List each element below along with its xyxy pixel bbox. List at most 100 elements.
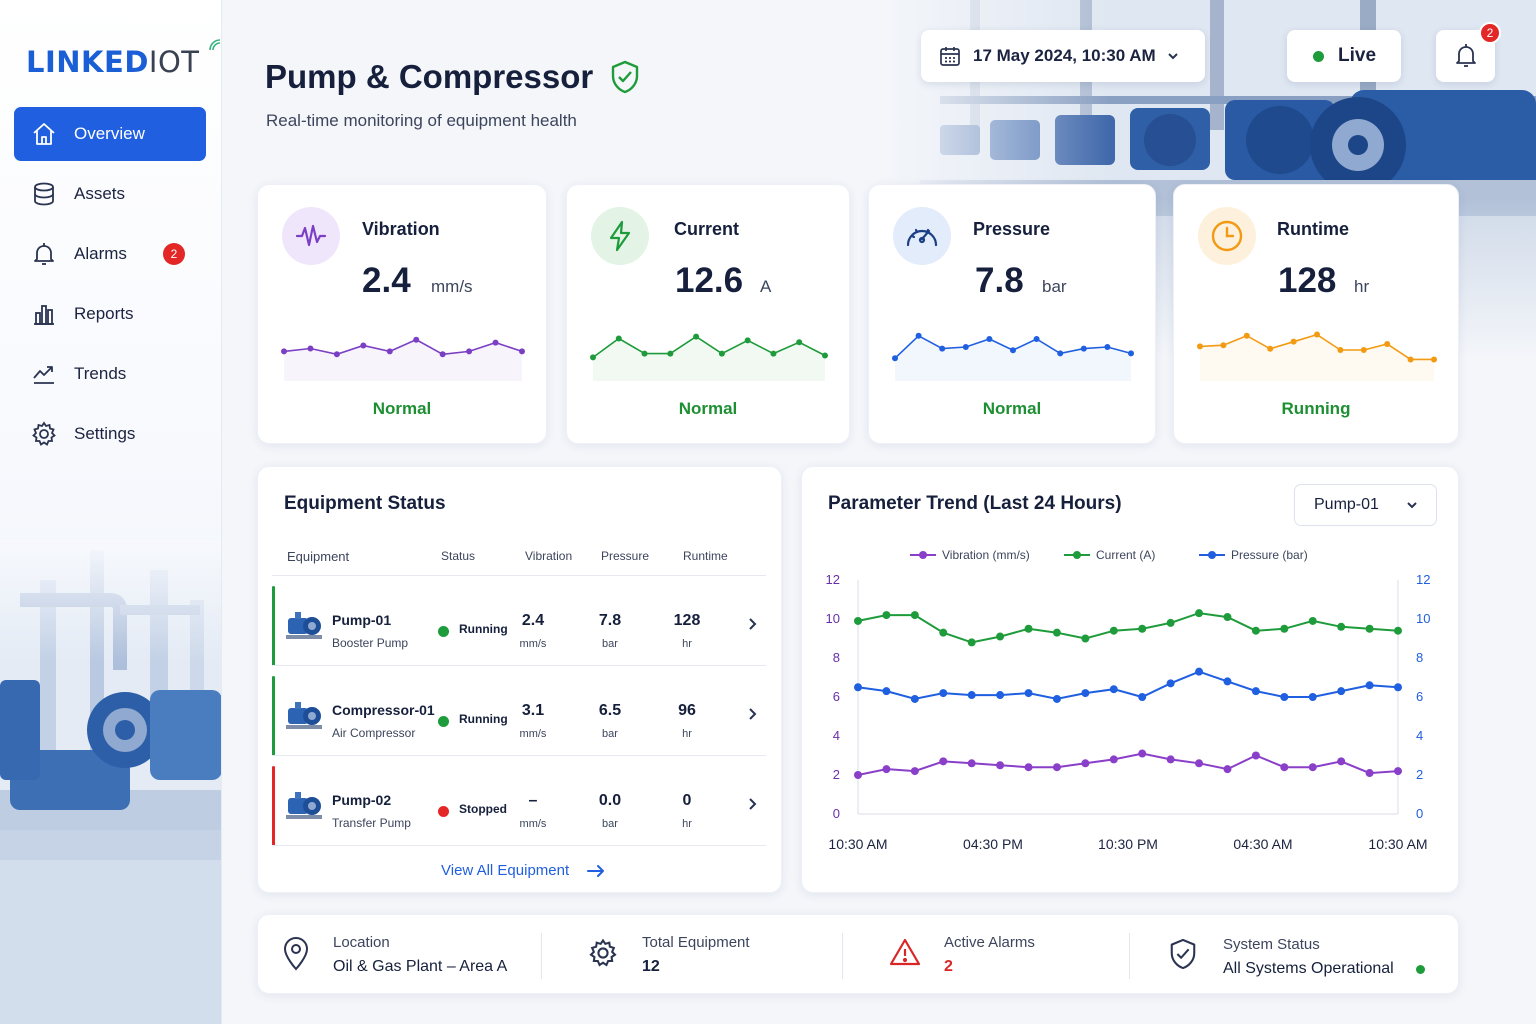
kpi-card-pressure[interactable]: Pressure 7.8 bar Normal [868,184,1156,444]
kpi-card-current[interactable]: Current 12.6 A Normal [566,184,850,444]
series-point [967,691,976,700]
series-point [882,765,891,774]
sparkline-point [641,350,648,357]
status-text: Running [459,622,508,636]
legend-item-vibration[interactable]: Vibration (mm/s) [910,548,1030,562]
equipment-name: Compressor-01 [332,702,435,718]
vibration-value: 3.1 [521,702,545,719]
runtime-value: 128 [673,612,701,629]
sidebar-item-overview[interactable]: Overview [14,107,206,161]
footer-value: 12 [642,958,660,975]
live-label: Live [1338,45,1377,66]
gear-icon [589,938,617,967]
legend-item-pressure[interactable]: Pressure (bar) [1199,548,1308,562]
footer-label: Location [333,934,390,951]
summary-footer: Location Oil & Gas Plant – Area A Total … [257,914,1459,994]
parameter-trend-panel: 0 0 2 2 4 4 6 6 8 8 10 10 12 12 10:30 AM 04:30 PM 10:30 … [801,466,1459,893]
kpi-status: Normal [982,399,1042,418]
sparkline-point [1080,345,1087,352]
view-all-equipment-link[interactable]: View All Equipment [441,862,605,879]
legend-swatch [1064,551,1090,559]
waveform-icon [295,224,327,247]
series-point [996,691,1005,700]
series-point [1394,626,1402,635]
sidebar-item-reports[interactable]: Reports [14,287,206,341]
compressor-icon [286,702,322,729]
series-point [1251,626,1260,635]
series-point [1223,765,1232,774]
sparkline-point [962,344,969,350]
column-header: Vibration [525,549,573,563]
table-row[interactable]: Pump-02 Transfer Pump Stopped – mm/s 0.0… [272,766,766,846]
equipment-type: Air Compressor [332,726,416,740]
series-point [882,611,891,620]
sparkline-point [333,351,340,358]
sparkline-point [466,348,473,355]
sparkline-point [770,350,777,357]
series-point [967,759,976,768]
sparkline-point [667,350,674,357]
legend-swatch [1199,551,1225,559]
footer-total-equipment: Total Equipment 12 [542,915,842,995]
live-status-dot [1313,50,1324,62]
divider [1129,933,1130,979]
series-point [939,628,948,637]
series-point [939,689,948,698]
kpi-card-vibration[interactable]: Vibration 2.4 mm/s Normal [257,184,547,444]
sparkline-point [1197,343,1203,350]
divider [272,755,766,756]
asset-select[interactable]: Pump-01 [1294,484,1437,526]
pressure-value: 0.0 [598,792,622,809]
live-toggle[interactable]: Live [1287,30,1401,82]
sidebar-item-label: Overview [74,124,145,143]
table-row[interactable]: Compressor-01 Air Compressor Running 3.1… [272,676,766,756]
kpi-unit: mm/s [431,277,473,296]
y-tick-label-left: 2 [833,767,840,782]
date-picker-value: 17 May 2024, 10:30 AM [973,46,1156,65]
sparkline-area [284,339,522,381]
status-bar [272,676,275,756]
sparkline-point [939,345,946,352]
sidebar-item-assets[interactable]: Assets [14,167,206,221]
lightning-icon [609,220,631,252]
sidebar-item-settings[interactable]: Settings [14,407,206,461]
footer-active-alarms[interactable]: Active Alarms 2 [843,915,1129,995]
table-row[interactable]: Pump-01 Booster Pump Running 2.4 mm/s 7.… [272,586,766,666]
brand-logo[interactable]: LINKEDIOT [26,39,221,80]
equipment-name: Pump-01 [332,612,392,628]
series-point [1337,687,1346,696]
sparkline-point [1267,345,1274,352]
bell-icon [1455,44,1476,67]
notifications-button[interactable]: 2 [1436,22,1501,82]
warning-icon [889,938,921,966]
pump-icon [286,792,322,819]
sparkline-point [1384,341,1391,348]
series-point [854,616,862,625]
date-picker[interactable]: 17 May 2024, 10:30 AM [921,30,1205,82]
chevron-right-icon[interactable] [746,796,758,812]
sparkline-point [386,348,393,355]
chevron-right-icon[interactable] [746,616,758,632]
y-tick-label-right: 8 [1416,650,1423,665]
footer-label: System Status [1223,936,1320,953]
kpi-icon-badge [1198,207,1256,265]
kpi-label: Pressure [973,219,1051,239]
y-tick-label-left: 6 [833,689,840,704]
logo-text-iot: IOT [148,45,200,79]
kpi-unit: A [760,277,772,296]
sidebar-item-trends[interactable]: Trends [14,347,206,401]
legend-item-current[interactable]: Current (A) [1064,548,1155,562]
series-point [967,638,976,647]
equipment-type: Booster Pump [332,636,409,650]
sidebar-item-alarms[interactable]: Alarms 2 [14,227,206,281]
status-dot [438,716,449,727]
vibration-value: 2.4 [521,612,545,629]
chevron-down-icon [1167,53,1178,60]
sparkline-point [915,332,922,339]
sparkline-point [1314,331,1320,338]
chevron-right-icon[interactable] [746,706,758,722]
kpi-card-runtime[interactable]: Runtime 128 hr Running [1173,184,1459,444]
legend-label: Vibration (mm/s) [942,548,1030,562]
bell-icon [34,243,54,265]
clock-icon [1211,220,1243,252]
